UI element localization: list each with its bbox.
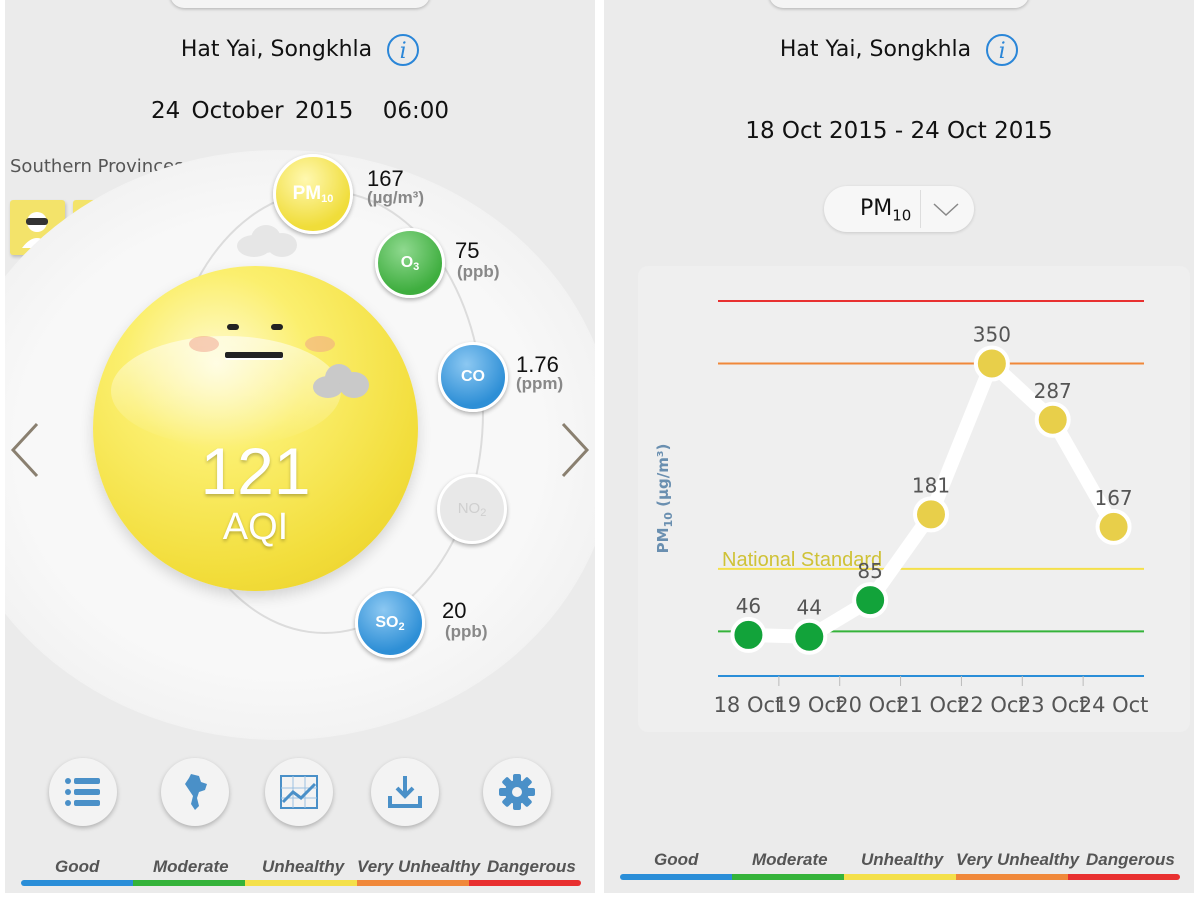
chart-button[interactable]: [265, 758, 333, 826]
legend-dangerous: Dangerous: [487, 857, 576, 876]
location-header: Hat Yai, Songkhla i: [5, 30, 595, 70]
o3-bubble[interactable]: O3: [375, 228, 445, 298]
co-value: 1.76: [516, 352, 559, 377]
data-point: [1095, 508, 1132, 545]
legend-color-very-unhealthy: [956, 874, 1068, 880]
chevron-down-icon: [933, 203, 959, 217]
data-label: 46: [736, 594, 761, 618]
legend-color-unhealthy: [245, 880, 357, 886]
so2-value: 20: [442, 598, 467, 623]
national-standard-label: National Standard: [722, 549, 882, 571]
x-tick-label: 20 Oct: [835, 693, 905, 717]
chart-card: National Standard PM10 (µg/m³) 18 Oct 19 Oc…: [638, 266, 1190, 732]
location-name: Hat Yai, Songkhla: [779, 37, 972, 62]
download-icon: [388, 776, 422, 808]
line-chart-icon: [280, 775, 318, 809]
date-label: 24 October 2015: [150, 98, 354, 124]
next-arrow-icon[interactable]: [559, 420, 593, 480]
legend-color-moderate: [732, 874, 844, 880]
gear-icon: [499, 774, 535, 810]
data-label: 44: [797, 596, 822, 620]
legend-color-good: [620, 874, 732, 880]
map-button[interactable]: [161, 758, 229, 826]
pollutant-dropdown[interactable]: PM10: [824, 186, 974, 232]
info-icon[interactable]: i: [387, 34, 420, 66]
pm10-value: 167: [367, 166, 404, 191]
data-label: 350: [973, 323, 1011, 347]
history-chart-screen: Hat Yai, Songkhla i 18 Oct 2015 - 24 Oct…: [604, 0, 1194, 893]
x-tick-label: 18 Oct: [714, 693, 784, 717]
info-icon[interactable]: i: [986, 34, 1019, 66]
legend-good: Good: [654, 850, 699, 869]
download-button[interactable]: [371, 758, 439, 826]
legend-moderate: Moderate: [153, 857, 229, 876]
legend-moderate: Moderate: [752, 850, 828, 869]
legend-very-unhealthy: Very Unhealthy: [956, 850, 1080, 869]
data-point: [730, 616, 767, 653]
aqi-legend-bar: [21, 880, 581, 886]
data-point: [852, 582, 889, 619]
legend-color-dangerous: [1068, 874, 1180, 880]
so2-bubble[interactable]: SO2: [355, 588, 425, 658]
settings-button[interactable]: [483, 758, 551, 826]
legend-color-moderate: [133, 880, 245, 886]
x-tick-label: 24 Oct: [1079, 693, 1149, 717]
legend-color-very-unhealthy: [357, 880, 469, 886]
thailand-map-icon: [185, 774, 207, 810]
no2-bubble[interactable]: NO2: [437, 474, 507, 544]
data-label: 85: [857, 559, 882, 583]
pull-tab[interactable]: [769, 0, 1029, 8]
y-axis-label: PM10 (µg/m³): [654, 444, 675, 554]
aqi-label: AQI: [222, 506, 289, 548]
pm10-bubble[interactable]: PM10: [273, 154, 353, 234]
legend-unhealthy: Unhealthy: [262, 857, 345, 876]
legend-very-unhealthy: Very Unhealthy: [357, 857, 481, 876]
pull-tab[interactable]: [170, 0, 430, 8]
legend-color-dangerous: [469, 880, 581, 886]
aqi-legend-bar: [620, 874, 1180, 880]
x-tick-label: 21 Oct: [896, 693, 966, 717]
data-point: [791, 618, 828, 655]
legend-good: Good: [55, 857, 100, 876]
previous-arrow-icon[interactable]: [7, 420, 41, 480]
co-bubble[interactable]: CO: [438, 342, 508, 412]
data-label: 181: [912, 473, 950, 497]
o3-unit: (ppb): [457, 262, 500, 281]
list-button[interactable]: [49, 758, 117, 826]
location-header: Hat Yai, Songkhla i: [604, 30, 1194, 70]
so2-unit: (ppb): [445, 622, 488, 641]
date-range: 18 Oct 2015 - 24 Oct 2015: [745, 118, 1053, 144]
aqi-value: 121: [200, 434, 311, 508]
data-label: 167: [1094, 486, 1132, 510]
data-label: 287: [1034, 379, 1072, 403]
aqi-face-ball[interactable]: 121 AQI: [93, 266, 418, 591]
x-tick-label: 19 Oct: [774, 693, 844, 717]
legend-unhealthy: Unhealthy: [861, 850, 944, 869]
o3-value: 75: [455, 238, 480, 263]
region-label: Southern Provinces: [10, 156, 184, 177]
legend-dangerous: Dangerous: [1086, 850, 1175, 869]
data-point: [973, 345, 1010, 382]
pollutant-dropdown-value: PM10: [860, 196, 912, 225]
location-name: Hat Yai, Songkhla: [180, 37, 373, 62]
co-unit: (ppm): [516, 374, 564, 393]
current-aqi-screen: Hat Yai, Songkhla i 24 October 2015 06:0…: [5, 0, 595, 893]
legend-color-good: [21, 880, 133, 886]
datetime: 24 October 2015 06:00: [5, 98, 595, 124]
data-point: [1034, 401, 1071, 438]
list-icon: [65, 778, 100, 806]
x-tick-label: 23 Oct: [1018, 693, 1088, 717]
time-label: 06:00: [382, 98, 450, 124]
pm10-unit: (µg/m³): [367, 188, 425, 207]
x-tick-label: 22 Oct: [957, 693, 1027, 717]
data-point: [913, 496, 949, 533]
legend-color-unhealthy: [844, 874, 956, 880]
